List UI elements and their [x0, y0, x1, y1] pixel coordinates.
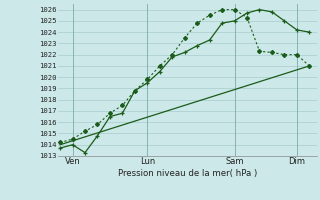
X-axis label: Pression niveau de la mer( hPa ): Pression niveau de la mer( hPa ) — [117, 169, 257, 178]
